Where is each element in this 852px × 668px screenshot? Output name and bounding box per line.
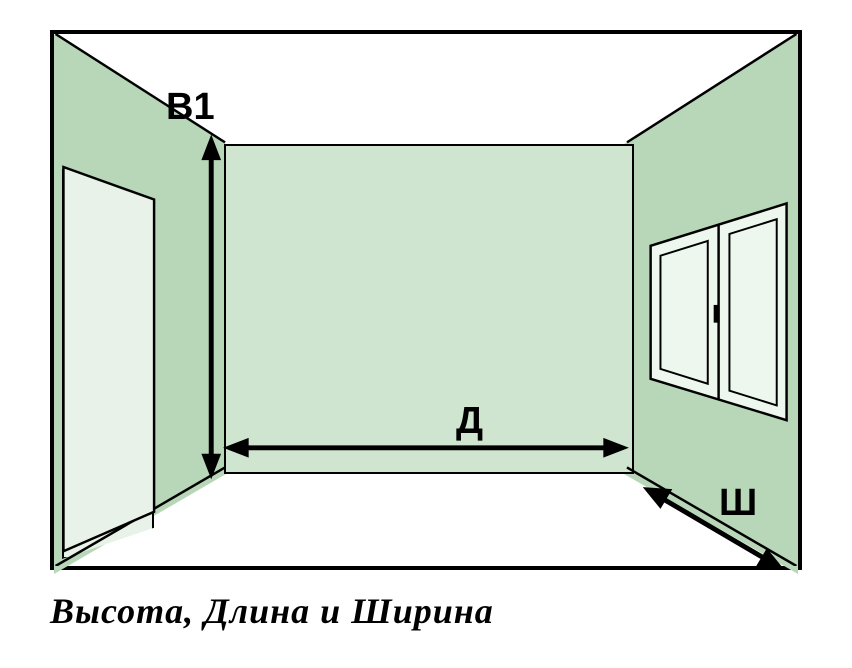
label-width: Ш — [719, 482, 757, 525]
diagram-caption: Высота, Длина и Ширина — [50, 590, 494, 632]
right-wall-lower — [624, 474, 798, 574]
door — [62, 169, 154, 559]
label-height: В1 — [166, 86, 215, 129]
right-wall — [624, 34, 798, 474]
door-handle-icon — [132, 364, 142, 374]
room-diagram: В1 Д Ш — [50, 30, 802, 570]
label-length: Д — [456, 400, 483, 443]
back-wall — [224, 144, 634, 474]
room-perspective: В1 Д Ш — [54, 34, 798, 566]
